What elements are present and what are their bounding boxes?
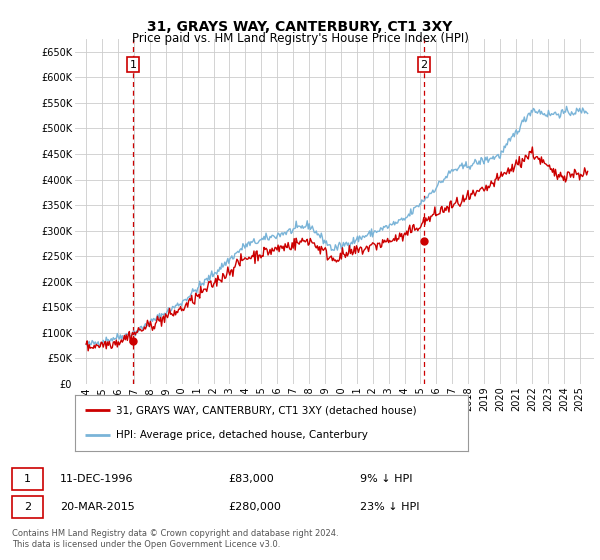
Text: 2: 2 bbox=[421, 60, 428, 69]
Text: 23% ↓ HPI: 23% ↓ HPI bbox=[360, 502, 419, 512]
Text: Contains HM Land Registry data © Crown copyright and database right 2024.
This d: Contains HM Land Registry data © Crown c… bbox=[12, 529, 338, 549]
Text: £280,000: £280,000 bbox=[228, 502, 281, 512]
Text: 1: 1 bbox=[24, 474, 31, 484]
Text: 31, GRAYS WAY, CANTERBURY, CT1 3XY: 31, GRAYS WAY, CANTERBURY, CT1 3XY bbox=[148, 20, 452, 34]
Text: Price paid vs. HM Land Registry's House Price Index (HPI): Price paid vs. HM Land Registry's House … bbox=[131, 32, 469, 45]
Text: HPI: Average price, detached house, Canterbury: HPI: Average price, detached house, Cant… bbox=[116, 430, 368, 440]
Text: £83,000: £83,000 bbox=[228, 474, 274, 484]
Text: 1: 1 bbox=[130, 60, 137, 69]
Text: 20-MAR-2015: 20-MAR-2015 bbox=[60, 502, 135, 512]
Text: 2: 2 bbox=[24, 502, 31, 512]
Text: 11-DEC-1996: 11-DEC-1996 bbox=[60, 474, 133, 484]
Text: 9% ↓ HPI: 9% ↓ HPI bbox=[360, 474, 413, 484]
Text: 31, GRAYS WAY, CANTERBURY, CT1 3XY (detached house): 31, GRAYS WAY, CANTERBURY, CT1 3XY (deta… bbox=[116, 405, 417, 416]
